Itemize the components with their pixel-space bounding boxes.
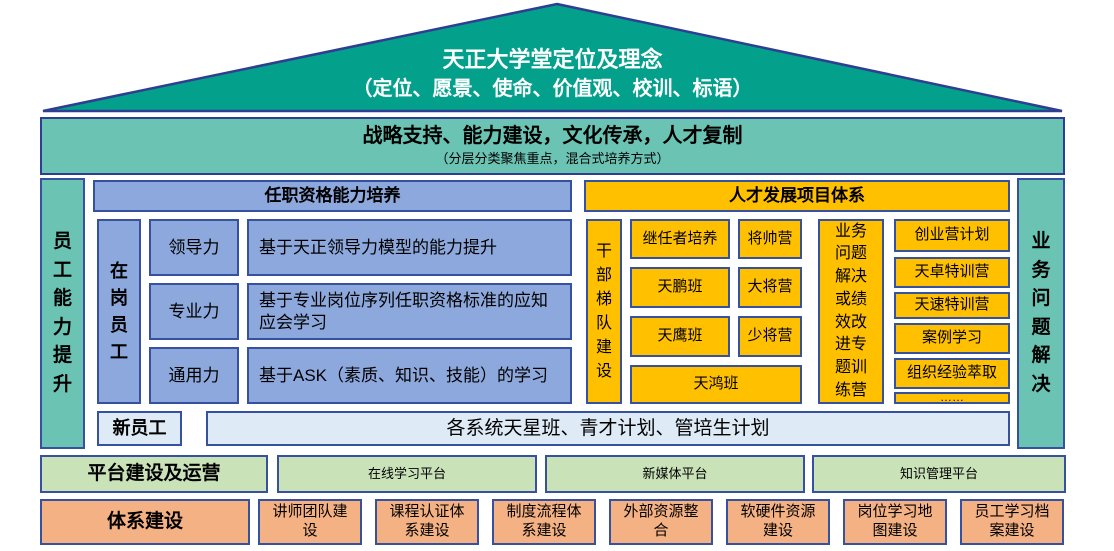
leadership-label: 领导力 <box>149 219 239 276</box>
qualification-header: 任职资格能力培养 <box>93 180 572 212</box>
banner-title: 战略支持、能力建设，文化传承，人才复制 <box>362 125 743 148</box>
new-employee-label: 新员工 <box>97 411 182 446</box>
cadre-ladder-label: 干部梯队建设 <box>586 219 622 404</box>
general-content: 基于ASK（素质、知识、技能）的学习 <box>247 347 572 404</box>
cadre-ladder-text: 干部梯队建设 <box>595 242 612 380</box>
job-learning-map-cell: 岗位学习地图建设 <box>843 499 947 545</box>
right-rail-business-problem: 业务问题解决 <box>1017 178 1065 449</box>
problem-solving-camp-column: 业务问题解决或绩效改进专题训练营 <box>818 219 884 404</box>
knowledge-mgmt-platform-cell: 知识管理平台 <box>812 455 1066 493</box>
tiansu-camp-cell: 天速特训营 <box>894 292 1010 319</box>
tianhong-class-cell: 天鸿班 <box>630 365 802 404</box>
external-resources-cell: 外部资源整合 <box>609 499 713 545</box>
tianying-class-cell: 天鹰班 <box>630 316 730 357</box>
system-row-label: 体系建设 <box>40 499 250 545</box>
left-rail-employee-capability: 员工能力提升 <box>40 178 85 449</box>
trainer-team-cell: 讲师团队建设 <box>258 499 362 545</box>
tianpeng-class-cell: 天鹏班 <box>630 267 730 308</box>
process-system-cell: 制度流程体系建设 <box>492 499 596 545</box>
startup-camp-cell: 创业营计划 <box>894 219 1010 252</box>
on-job-employee-label: 在岗员工 <box>97 219 141 404</box>
banner: 战略支持、能力建设，文化传承，人才复制 （分层分类聚焦重点，混合式培养方式） <box>40 117 1065 175</box>
dajiang-camp-cell: 大将营 <box>738 267 802 308</box>
new-media-platform-cell: 新媒体平台 <box>545 455 805 493</box>
right-rail-label: 业务问题解决 <box>1031 231 1051 395</box>
online-learning-platform-cell: 在线学习平台 <box>277 455 537 493</box>
roof-title: 天正大学堂定位及理念 <box>442 47 663 72</box>
employee-learning-archive-cell: 员工学习档案建设 <box>960 499 1064 545</box>
shaojiang-camp-cell: 少将营 <box>738 316 802 357</box>
talent-header: 人才发展项目体系 <box>584 180 1010 212</box>
leadership-content: 基于天正领导力模型的能力提升 <box>247 219 572 276</box>
general-label: 通用力 <box>149 347 239 404</box>
roof-shape <box>42 2 1063 113</box>
org-experience-cell: 组织经验萃取 <box>894 358 1010 389</box>
professional-content: 基于专业岗位序列任职资格标准的应知应会学习 <box>247 283 572 340</box>
tianzhuo-camp-cell: 天卓特训营 <box>894 257 1010 288</box>
jiangshuai-camp-cell: 将帅营 <box>738 219 802 259</box>
hardware-software-cell: 软硬件资源建设 <box>726 499 830 545</box>
professional-label: 专业力 <box>149 283 239 340</box>
left-rail-label: 员工能力提升 <box>52 231 72 395</box>
ellipsis-cell: …… <box>894 392 1010 404</box>
on-job-employee-text: 在岗员工 <box>110 260 128 362</box>
new-employee-content: 各系统天星班、青才计划、管培生计划 <box>206 411 1010 446</box>
problem-solving-camp-text: 业务问题解决或绩效改进专题训练营 <box>834 222 867 399</box>
successor-training-cell: 继任者培养 <box>630 219 730 259</box>
roof-subtitle: （定位、愿景、使命、价值观、校训、标语） <box>352 78 753 100</box>
banner-subtitle: （分层分类聚焦重点，混合式培养方式） <box>435 151 670 167</box>
platform-row-label: 平台建设及运营 <box>40 455 268 493</box>
case-study-cell: 案例学习 <box>894 323 1010 354</box>
course-certification-cell: 课程认证体系建设 <box>375 499 479 545</box>
